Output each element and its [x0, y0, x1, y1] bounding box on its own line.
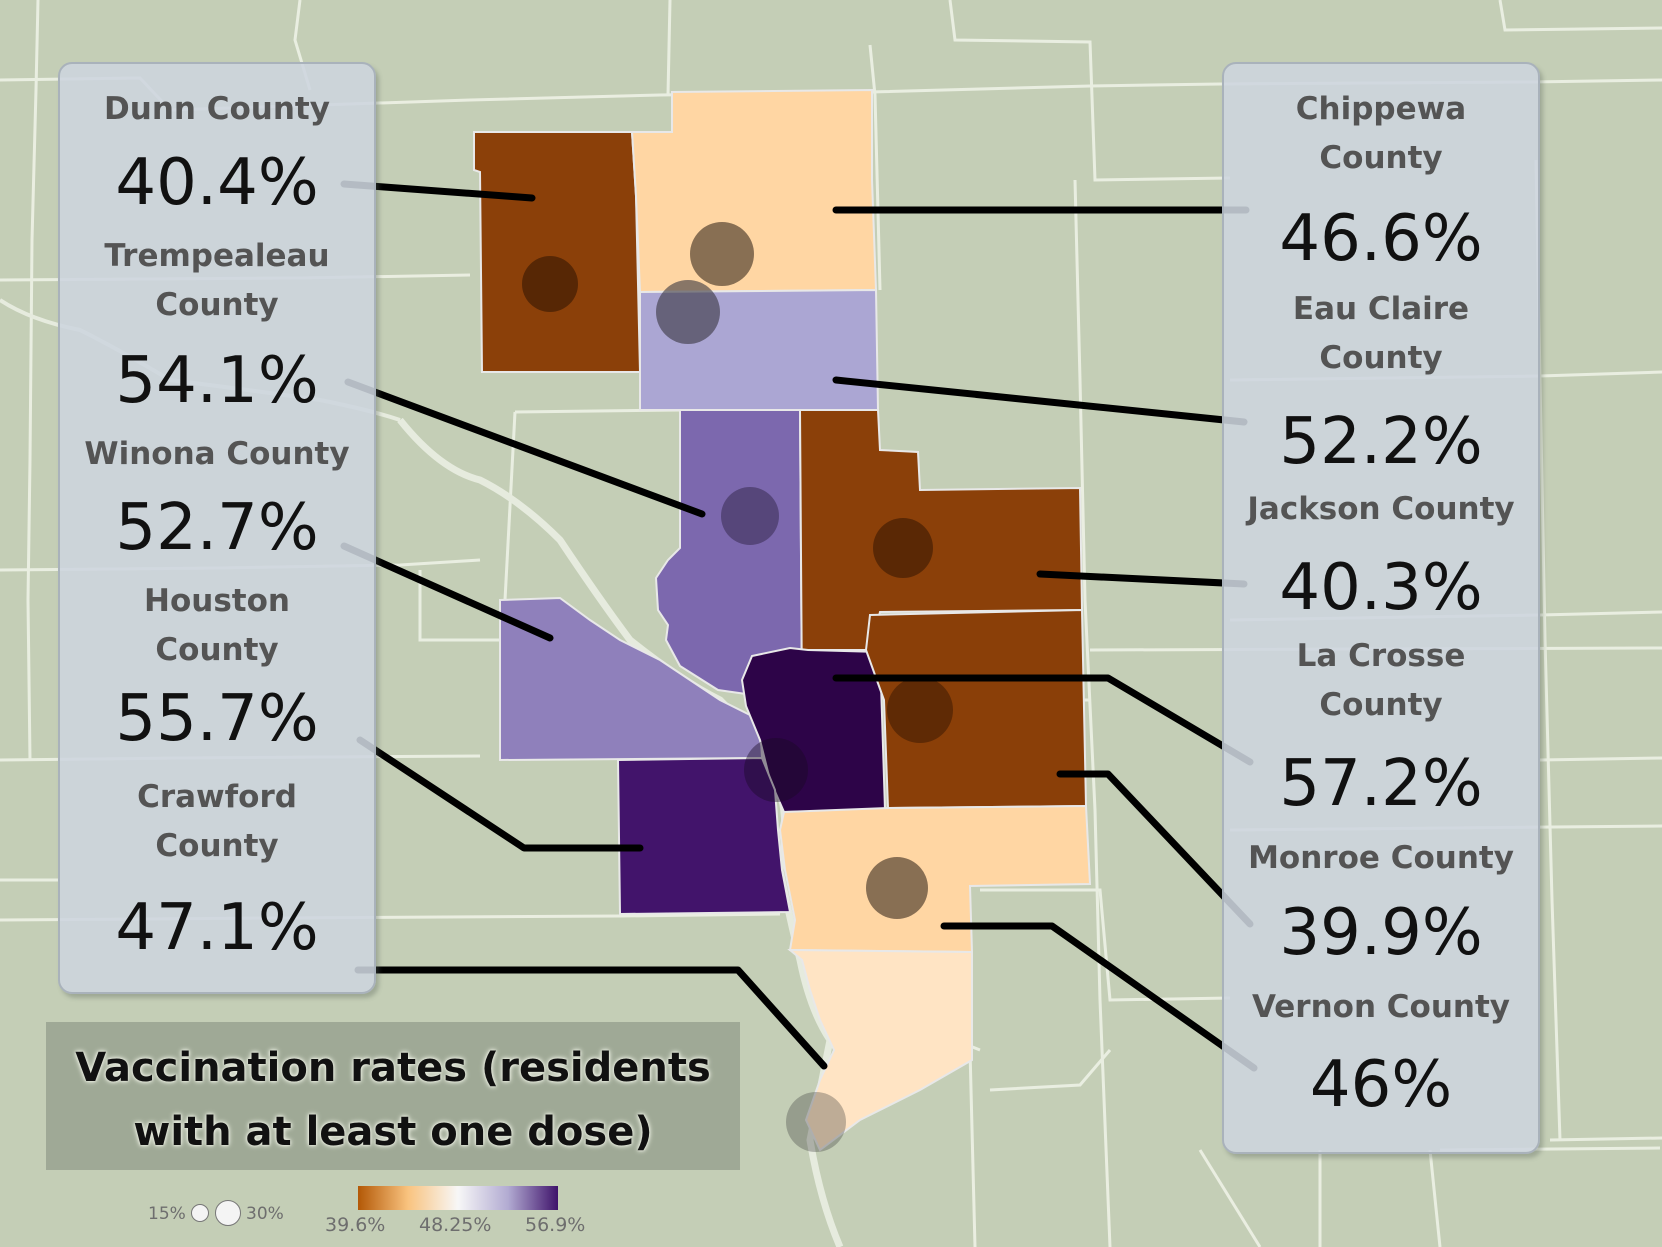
county-value-chippewa: 46.6% [1279, 202, 1483, 276]
county-name-houston: Houston County [144, 583, 290, 668]
county-value-trempealeau: 54.1% [115, 344, 319, 418]
map-title: Vaccination rates (residents with at lea… [75, 1045, 711, 1155]
county-name-monroe: Monroe County [1248, 840, 1514, 876]
county-value-dunn: 40.4% [115, 146, 319, 220]
county-value-la-crosse: 57.2% [1279, 747, 1483, 821]
county-value-jackson: 40.3% [1279, 551, 1483, 625]
line-eau-claire [832, 376, 1248, 426]
line-houston [356, 736, 644, 852]
county-value-crawford: 47.1% [115, 891, 319, 965]
county-name-eau-claire: Eau Claire County [1292, 291, 1470, 376]
county-name-chippewa: Chippewa County [1295, 91, 1467, 176]
left-callout-panel: Dunn County 40.4% Trempealeau County 54.… [58, 62, 376, 994]
circle-trempealeau [721, 487, 779, 545]
color-legend-mid-label: 48.25% [419, 1214, 492, 1236]
color-legend-max-label: 56.9% [525, 1214, 586, 1236]
color-ramp [358, 1186, 558, 1210]
line-jackson [1036, 570, 1248, 588]
size-legend-max-label: 30% [246, 1204, 284, 1224]
county-value-houston: 55.7% [115, 682, 319, 756]
county-name-vernon: Vernon County [1251, 989, 1511, 1025]
circle-eau-claire [656, 280, 720, 344]
county-name-winona: Winona County [84, 436, 350, 472]
counties [473, 88, 1092, 1152]
county-chippewa-shape[interactable] [630, 88, 878, 294]
county-name-la-crosse: La Crosse County [1296, 638, 1466, 723]
county-name-dunn: Dunn County [104, 91, 330, 127]
circle-jackson [873, 518, 933, 578]
size-circles [522, 222, 953, 1152]
county-houston-shape[interactable] [616, 756, 792, 916]
size-legend-large-circle [215, 1200, 241, 1226]
right-callout-panel: Chippewa County 46.6% Eau Claire County … [1222, 62, 1540, 1154]
circle-vernon [866, 857, 928, 919]
county-value-winona: 52.7% [115, 491, 319, 565]
size-legend-small-circle [191, 1204, 209, 1222]
county-dunn-shape[interactable] [473, 131, 642, 373]
line-vernon [940, 922, 1258, 1072]
county-crawford-shape[interactable] [787, 948, 973, 1152]
county-name-jackson: Jackson County [1247, 491, 1515, 527]
size-legend-min-label: 15% [148, 1204, 186, 1224]
county-name-trempealeau: Trempealeau County [104, 238, 330, 323]
county-name-crawford: Crawford County [137, 779, 297, 864]
circle-crawford [786, 1092, 846, 1152]
title-box: Vaccination rates (residents with at lea… [46, 1022, 740, 1170]
line-la-crosse [832, 674, 1254, 766]
circle-la-crosse [744, 738, 808, 802]
circle-chippewa [690, 222, 754, 286]
county-value-vernon: 46% [1309, 1048, 1453, 1122]
circle-monroe [887, 677, 953, 743]
line-winona [340, 542, 554, 642]
county-value-monroe: 39.9% [1279, 896, 1483, 970]
color-legend-min-label: 39.6% [325, 1214, 386, 1236]
county-value-eau-claire: 52.2% [1279, 405, 1483, 479]
line-monroe [1056, 770, 1254, 928]
county-vernon-shape[interactable] [778, 804, 1092, 954]
line-trempealeau [344, 378, 706, 518]
line-crawford [354, 966, 828, 1070]
circle-dunn [522, 256, 578, 312]
